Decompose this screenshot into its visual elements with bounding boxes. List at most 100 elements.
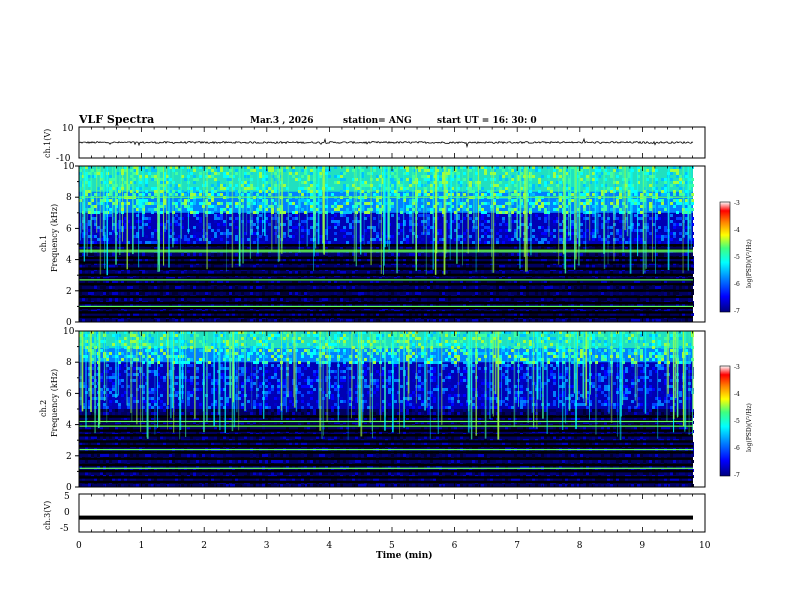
spectrum-cell	[337, 208, 340, 211]
ch1-channel-label: ch.1	[39, 235, 48, 252]
spectrum-cell	[478, 265, 481, 268]
spectrum-cell	[94, 280, 97, 283]
spectrum-cell	[352, 238, 355, 241]
spectrum-cell	[559, 169, 562, 172]
spectrum-cell	[520, 178, 523, 181]
spectrum-cell	[145, 166, 148, 169]
spectrum-cell	[673, 235, 676, 238]
spectrum-cell	[376, 238, 379, 241]
spectrum-cell	[559, 313, 562, 316]
spectrum-cell	[274, 217, 277, 220]
spectrum-cell	[205, 199, 208, 202]
spectrum-cell	[130, 286, 133, 289]
spectrum-cell	[190, 235, 193, 238]
spectrum-cell	[688, 304, 691, 307]
spectrum-cell	[229, 214, 232, 217]
spectrum-cell	[193, 229, 196, 232]
spectrum-cell	[673, 220, 676, 223]
spectrum-cell	[166, 313, 169, 316]
spectrum-cell	[277, 292, 280, 295]
spectrum-cell	[331, 259, 334, 262]
spectrum-cell	[610, 292, 613, 295]
spectrum-cell	[88, 175, 91, 178]
spectrum-cell	[340, 172, 343, 175]
spectrum-cell	[319, 259, 322, 262]
spectrum-cell	[463, 172, 466, 175]
spectrum-cell	[259, 223, 262, 226]
spectrum-cell	[427, 223, 430, 226]
spectrum-cell	[88, 454, 91, 457]
spectrum-cell	[214, 286, 217, 289]
spectrum-cell	[127, 217, 130, 220]
spectrum-cell	[691, 202, 694, 205]
spectrum-cell	[646, 172, 649, 175]
spectrum-cell	[175, 286, 178, 289]
spectrum-cell	[82, 247, 85, 250]
spectrum-cell	[646, 193, 649, 196]
spectrum-cell	[613, 166, 616, 169]
spectrum-cell	[148, 304, 151, 307]
spectrum-cell	[544, 271, 547, 274]
spectrum-cell	[91, 208, 94, 211]
spectrum-cell	[334, 220, 337, 223]
spectrum-cell	[613, 265, 616, 268]
spectrum-cell	[547, 241, 550, 244]
spectrum-cell	[637, 208, 640, 211]
spectrum-cell	[91, 367, 94, 370]
spectrum-cell	[394, 187, 397, 190]
spectrum-cell	[475, 247, 478, 250]
spectrum-cell	[304, 187, 307, 190]
spectrum-cell	[655, 169, 658, 172]
spectrum-cell	[664, 280, 667, 283]
spectrum-cell	[535, 214, 538, 217]
spectrum-cell	[430, 313, 433, 316]
spectrum-cell	[364, 298, 367, 301]
spectrum-cell	[610, 175, 613, 178]
spectrum-cell	[292, 259, 295, 262]
spectrum-cell	[421, 190, 424, 193]
spectrum-cell	[175, 238, 178, 241]
spectrum-cell	[439, 319, 442, 322]
spectrum-cell	[673, 166, 676, 169]
spectrum-cell	[205, 214, 208, 217]
spectrum-cell	[184, 265, 187, 268]
spectrum-cell	[91, 421, 94, 424]
spectrum-cell	[373, 259, 376, 262]
spectrum-cell	[607, 220, 610, 223]
spectrum-cell	[211, 190, 214, 193]
spectrum-cell	[451, 220, 454, 223]
spectrum-cell	[592, 193, 595, 196]
spectrum-cell	[427, 208, 430, 211]
spectrum-cell	[367, 271, 370, 274]
spectrum-cell	[580, 229, 583, 232]
spectrum-cell	[517, 178, 520, 181]
spectrum-cell	[484, 226, 487, 229]
spectrum-cell	[208, 292, 211, 295]
spectrum-cell	[154, 229, 157, 232]
spectrum-cell	[166, 220, 169, 223]
spectrum-cell	[613, 241, 616, 244]
spectrum-cell	[487, 304, 490, 307]
spectrum-cell	[346, 199, 349, 202]
spectrum-cell	[223, 220, 226, 223]
spectrum-cell	[433, 184, 436, 187]
spectrum-cell	[433, 319, 436, 322]
spectrum-cell	[139, 178, 142, 181]
spectrum-cell	[499, 265, 502, 268]
spectrum-cell	[79, 412, 82, 415]
spectrum-cell	[502, 265, 505, 268]
spectrum-cell	[91, 199, 94, 202]
spectrum-cell	[79, 409, 82, 412]
spectrum-sferic	[569, 166, 571, 237]
spectrum-cell	[637, 280, 640, 283]
spectrum-cell	[496, 205, 499, 208]
spectrum-cell	[535, 292, 538, 295]
spectrum-cell	[484, 238, 487, 241]
spectrum-cell	[373, 166, 376, 169]
spectrum-cell	[259, 190, 262, 193]
spectrum-cell	[496, 241, 499, 244]
spectrum-cell	[472, 319, 475, 322]
spectrum-cell	[484, 220, 487, 223]
spectrum-cell	[673, 190, 676, 193]
spectrum-cell	[286, 238, 289, 241]
